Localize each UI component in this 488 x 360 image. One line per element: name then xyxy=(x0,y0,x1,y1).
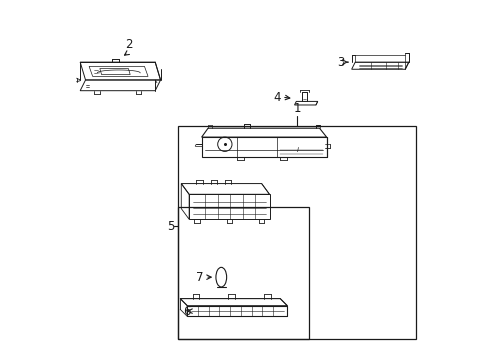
Text: 2: 2 xyxy=(124,39,132,51)
Text: i: i xyxy=(297,147,299,153)
Text: 7: 7 xyxy=(196,271,203,284)
Text: 5: 5 xyxy=(167,220,175,233)
Bar xyxy=(178,207,308,339)
Text: 6: 6 xyxy=(183,305,190,318)
Bar xyxy=(178,126,415,339)
Text: 3: 3 xyxy=(337,55,344,69)
Text: 1: 1 xyxy=(293,102,301,114)
Text: 4: 4 xyxy=(272,91,280,104)
